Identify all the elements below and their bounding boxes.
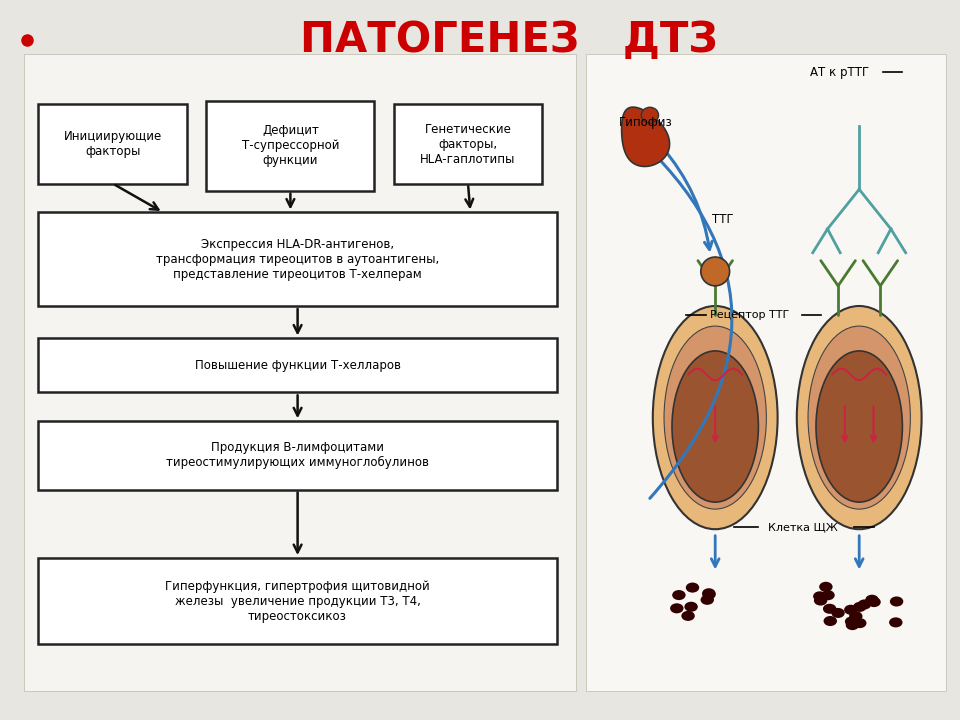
Text: Дефицит
Т-супрессорной
функции: Дефицит Т-супрессорной функции — [242, 125, 339, 167]
FancyBboxPatch shape — [38, 212, 557, 306]
FancyBboxPatch shape — [38, 338, 557, 392]
Text: Клетка ЩЖ: Клетка ЩЖ — [768, 522, 838, 532]
Circle shape — [867, 597, 880, 607]
Ellipse shape — [653, 306, 778, 529]
Ellipse shape — [797, 306, 922, 529]
Circle shape — [682, 611, 695, 621]
Circle shape — [814, 595, 828, 606]
Ellipse shape — [641, 107, 659, 123]
Circle shape — [824, 616, 837, 626]
FancyBboxPatch shape — [24, 54, 576, 691]
Text: Экспрессия HLA-DR-антигенов,
трансформация тиреоцитов в аутоантигены,
представле: Экспрессия HLA-DR-антигенов, трансформац… — [156, 238, 440, 281]
Circle shape — [849, 611, 862, 621]
Circle shape — [889, 617, 902, 627]
Circle shape — [813, 591, 827, 601]
Text: Рецептор ТТГ: Рецептор ТТГ — [710, 310, 790, 320]
Text: Гиперфункция, гипертрофия щитовидной
железы  увеличение продукции Т3, Т4,
тиреос: Гиперфункция, гипертрофия щитовидной жел… — [165, 580, 430, 623]
Circle shape — [703, 590, 716, 600]
Text: Гипофиз: Гипофиз — [619, 116, 673, 129]
Circle shape — [670, 603, 684, 613]
Ellipse shape — [808, 326, 910, 509]
FancyBboxPatch shape — [394, 104, 542, 184]
FancyBboxPatch shape — [38, 104, 187, 184]
FancyBboxPatch shape — [586, 54, 946, 691]
Circle shape — [831, 608, 845, 618]
Text: Продукция В-лимфоцитами
тиреостимулирующих иммуноглобулинов: Продукция В-лимфоцитами тиреостимулирующ… — [166, 441, 429, 469]
Text: ПАТОГЕНЕЗ   ДТЗ: ПАТОГЕНЕЗ ДТЗ — [300, 19, 718, 60]
Text: Повышение функции Т-хелларов: Повышение функции Т-хелларов — [195, 359, 400, 372]
Circle shape — [822, 590, 835, 600]
Circle shape — [865, 595, 878, 605]
Circle shape — [844, 605, 857, 615]
Ellipse shape — [672, 351, 758, 502]
Ellipse shape — [664, 326, 766, 509]
Text: Инициирующие
факторы: Инициирующие факторы — [63, 130, 162, 158]
Circle shape — [853, 602, 867, 612]
Ellipse shape — [816, 351, 902, 502]
Circle shape — [857, 600, 871, 610]
Circle shape — [853, 618, 867, 628]
Circle shape — [819, 582, 832, 592]
Text: АТ к рТТГ: АТ к рТТГ — [810, 66, 870, 78]
Circle shape — [823, 604, 836, 614]
FancyBboxPatch shape — [38, 421, 557, 490]
Circle shape — [890, 596, 903, 606]
FancyBboxPatch shape — [38, 558, 557, 644]
Circle shape — [702, 588, 715, 598]
Circle shape — [684, 602, 698, 612]
Circle shape — [685, 582, 699, 593]
Polygon shape — [622, 107, 670, 166]
Circle shape — [845, 616, 858, 626]
Text: Генетические
факторы,
HLA-гаплотипы: Генетические факторы, HLA-гаплотипы — [420, 122, 516, 166]
Circle shape — [672, 590, 685, 600]
Circle shape — [701, 595, 714, 605]
Text: ТТГ: ТТГ — [712, 213, 734, 226]
FancyBboxPatch shape — [206, 101, 374, 191]
Circle shape — [846, 620, 859, 630]
Ellipse shape — [701, 257, 730, 286]
